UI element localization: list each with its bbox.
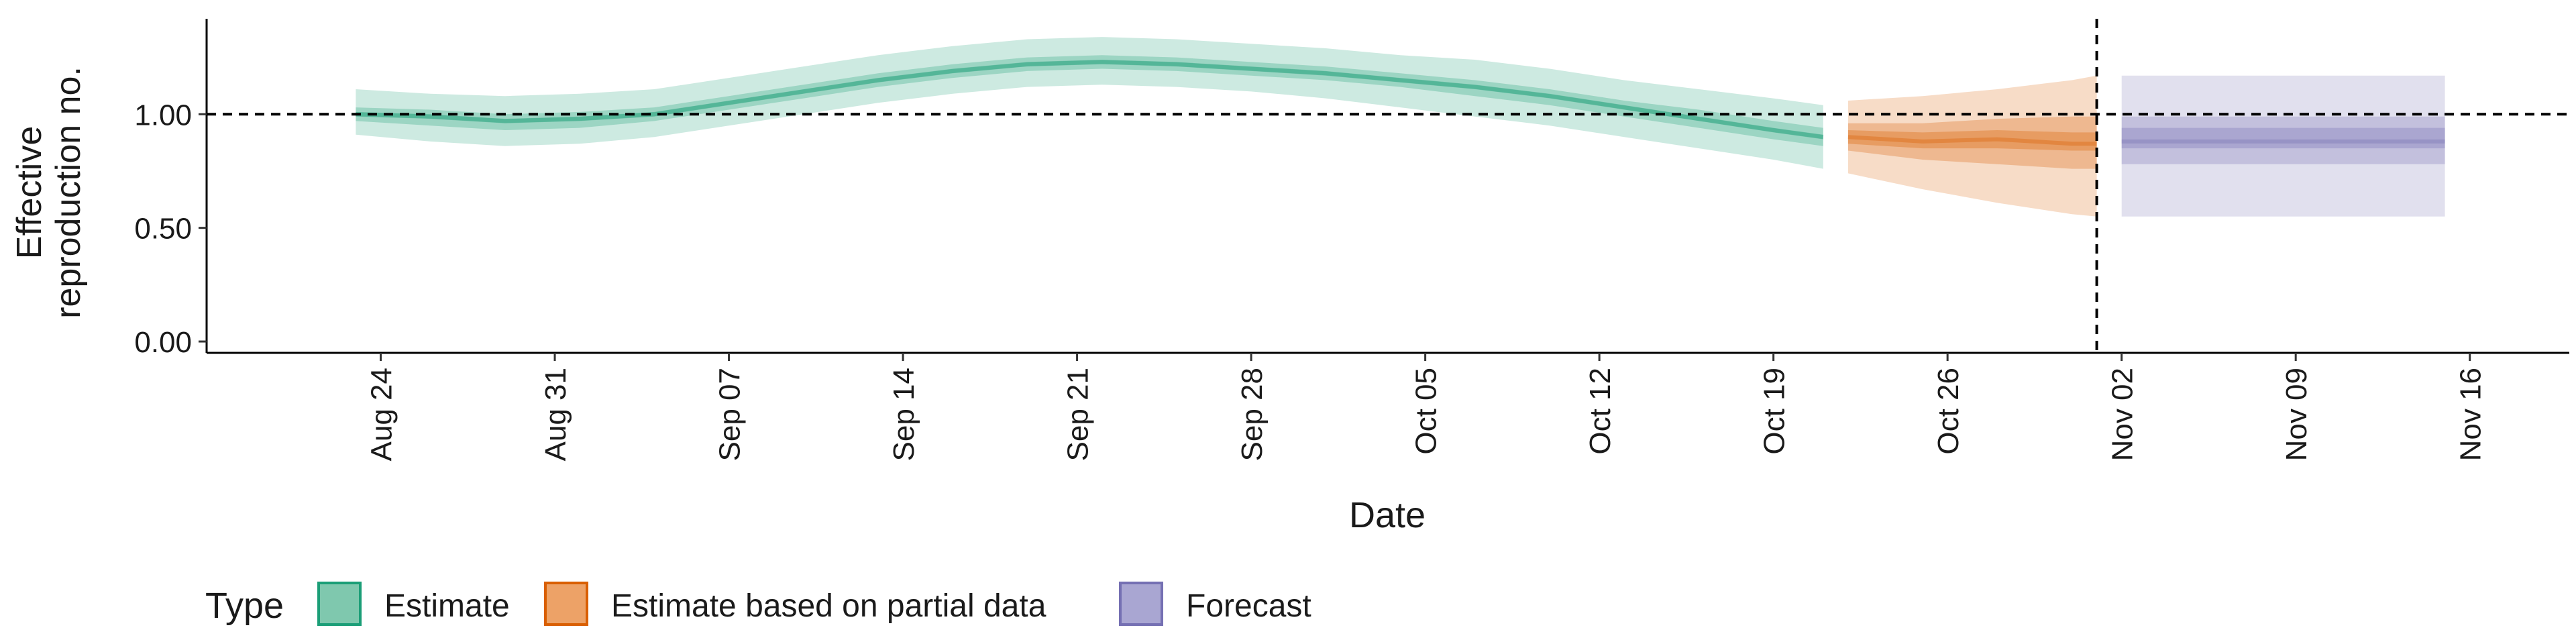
legend-label: Forecast: [1186, 588, 1311, 624]
estimate-based-on-partial-data-band-90: [1847, 75, 2097, 217]
x-tick-label: Sep 14: [888, 368, 920, 461]
forecast-band-90: [2121, 75, 2445, 217]
x-tick-label: Oct 19: [1758, 368, 1791, 455]
forecast-band-50: [2121, 116, 2445, 164]
x-tick-label: Nov 02: [2106, 368, 2139, 461]
reference-lines: [207, 19, 2569, 353]
y-axis-title: Effectivereproduction no.: [10, 66, 88, 319]
legend-title: Type: [205, 586, 284, 626]
x-tick-label: Nov 09: [2280, 368, 2313, 461]
legend-label: Estimate: [384, 588, 510, 624]
legend: Type Estimate Estimate based on partial da…: [205, 582, 1311, 626]
estimate-median-line: [356, 60, 1824, 140]
estimate-band-90: [356, 37, 1823, 169]
x-tick-label: Oct 26: [1932, 368, 1965, 455]
forecast-band-20: [2121, 127, 2445, 149]
y-axis-title-line: Effective: [10, 126, 49, 259]
estimate-band-50: [356, 55, 1823, 146]
axes: [205, 19, 2569, 354]
y-axis-title-line: reproduction no.: [49, 66, 88, 319]
estimate-based-on-partial-data-band-50: [1847, 116, 2097, 169]
y-axis-ticks: 0.00 0.50 1.00: [134, 99, 207, 359]
median-lines: [356, 60, 2445, 146]
estimate-based-on-partial-data-band-20: [1847, 130, 2097, 151]
x-tick-label: Aug 24: [366, 368, 398, 461]
legend-swatch: [544, 582, 588, 626]
y-tick-label: 1.00: [134, 99, 192, 131]
x-axis-ticks: Aug 24 Aug 31 Sep 07 Sep 14 Sep 21 Sep 28 Oct …: [366, 353, 2487, 461]
x-tick-label: Nov 16: [2455, 368, 2487, 461]
x-tick-label: Aug 31: [539, 368, 572, 461]
estimate-based-on-partial-data-median-line: [1847, 135, 2097, 146]
x-tick-label: Sep 21: [1062, 368, 1095, 461]
legend-label: Estimate based on partial data: [611, 588, 1046, 624]
x-tick-label: Sep 28: [1236, 368, 1269, 461]
x-tick-label: Oct 12: [1584, 368, 1617, 455]
uncertainty-bands: [356, 37, 2445, 217]
legend-swatch: [317, 582, 362, 626]
y-tick-label: 0.00: [134, 326, 192, 359]
y-tick-label: 0.50: [134, 213, 192, 246]
legend-swatch: [1119, 582, 1163, 626]
x-axis-title: Date: [1349, 495, 1426, 535]
x-tick-label: Sep 07: [714, 368, 747, 461]
x-tick-label: Oct 05: [1410, 368, 1443, 455]
